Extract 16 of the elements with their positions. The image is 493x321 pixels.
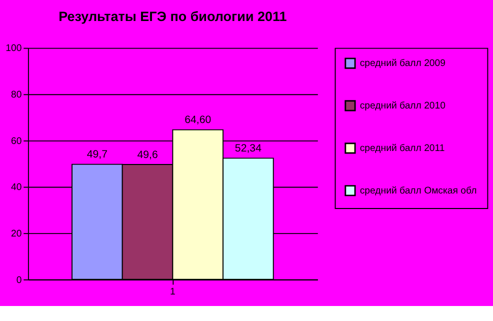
legend-label: средний балл 2010 [360, 100, 446, 112]
data-label: 49,6 [137, 148, 158, 161]
data-label: 64,60 [184, 114, 212, 126]
chart-title: Результаты ЕГЭ по биологии 2011 [58, 8, 288, 24]
y-tick-label: 40 [10, 182, 22, 194]
legend-label: средний балл Омская обл [360, 186, 477, 197]
y-tick-label: 80 [10, 90, 22, 101]
y-tick-label: 0 [16, 274, 22, 286]
data-label: 49,7 [86, 148, 108, 161]
y-tick-label: 20 [10, 228, 22, 240]
y-tick-label: 100 [6, 43, 22, 54]
legend-label: средний балл 2011 [360, 143, 445, 154]
data-label: 52,34 [234, 142, 262, 154]
x-tick-label: 1 [170, 286, 176, 298]
y-tick-label: 60 [10, 136, 22, 147]
legend-label: средний балл 2009 [360, 58, 446, 70]
